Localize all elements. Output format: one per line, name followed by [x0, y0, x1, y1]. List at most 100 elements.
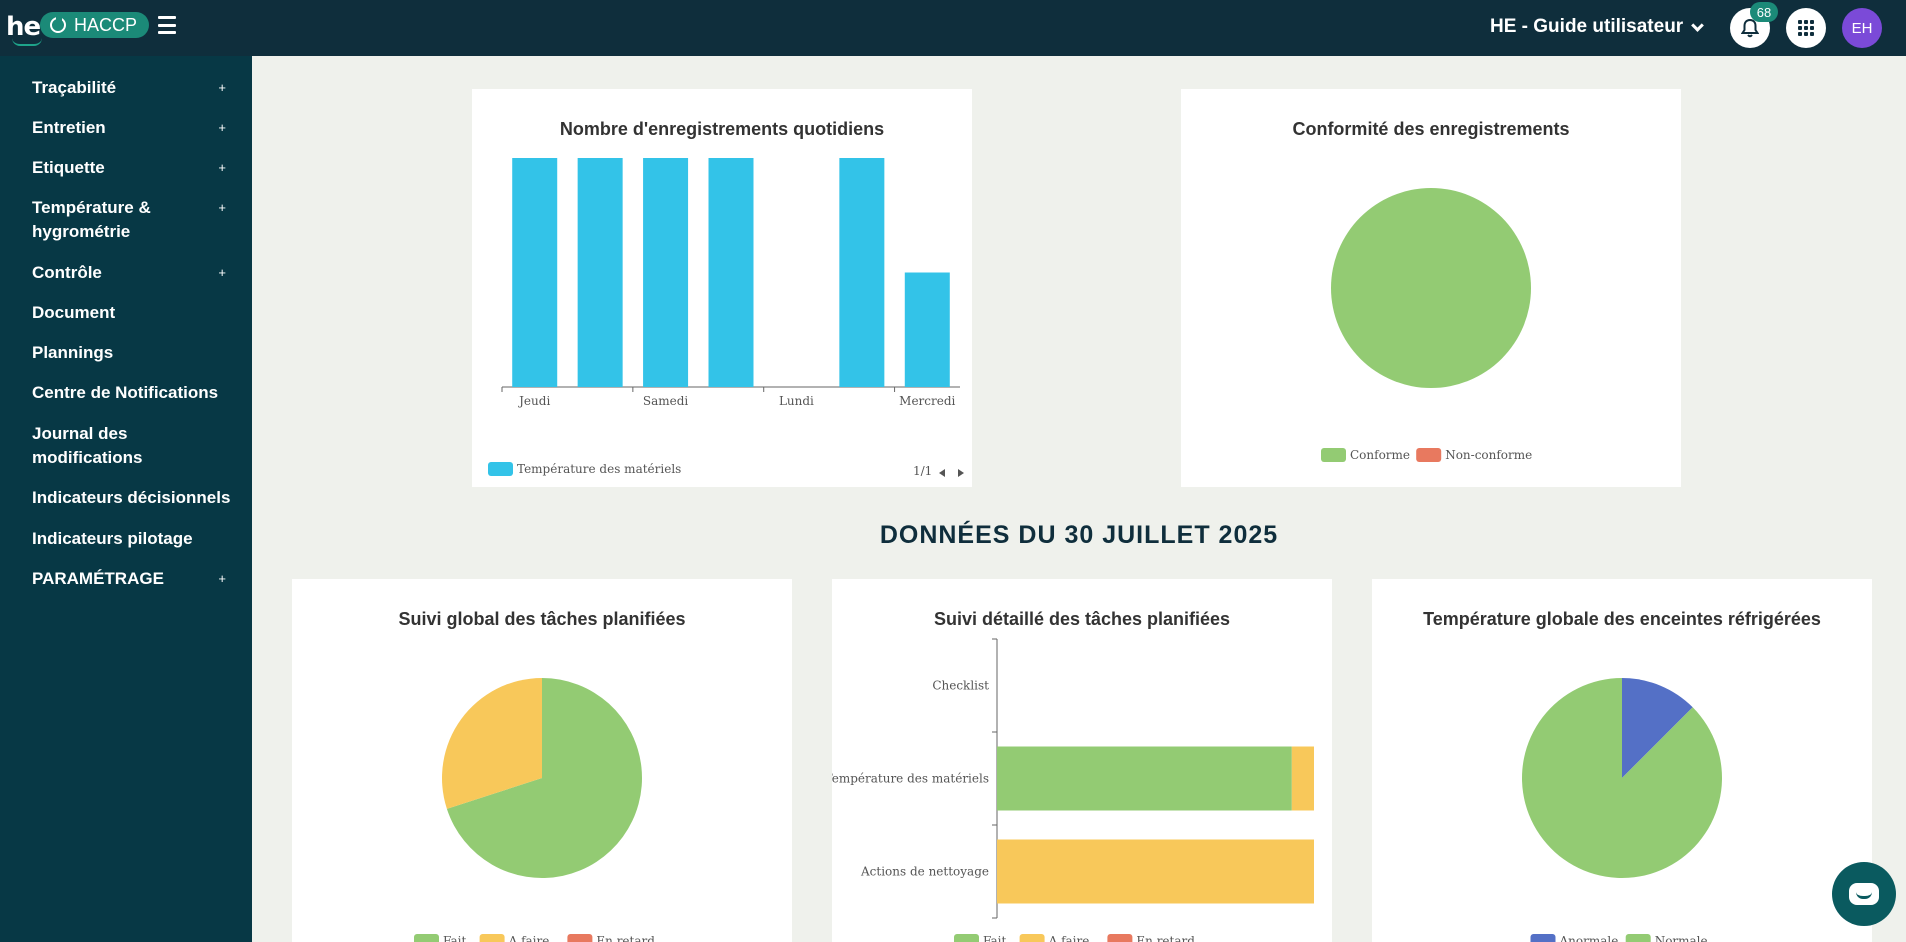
- legend-label: En retard: [1136, 934, 1195, 942]
- pager-prev-icon[interactable]: [939, 469, 945, 477]
- sidebar-item-label: Etiquette: [32, 158, 105, 177]
- expand-icon: +: [218, 80, 226, 95]
- legend-label: Normale: [1655, 934, 1708, 942]
- sidebar-item-label: Indicateurs décisionnels: [32, 488, 231, 507]
- chart-title: Suivi global des tâches planifiées: [398, 609, 686, 629]
- top-header: he HACCP HE - Guide utilisateur 68 EH: [0, 0, 1906, 56]
- recycle-icon: [50, 16, 66, 33]
- sidebar-item-controle[interactable]: Contrôle +: [32, 261, 232, 285]
- sidebar-item-temperature[interactable]: Température & hygrométrie +: [32, 196, 226, 244]
- y-tick-label: Température des matériels: [832, 772, 989, 786]
- module-label: HACCP: [74, 14, 138, 35]
- y-tick-label: Checklist: [932, 679, 989, 693]
- expand-icon: +: [218, 265, 226, 280]
- bar-dimanche: [708, 158, 754, 387]
- pie-slice-normale: [1522, 678, 1722, 878]
- legend-swatch: [1416, 448, 1442, 462]
- site-title: HE - Guide utilisateur: [1490, 16, 1684, 37]
- sidebar-item-etiquette[interactable]: Etiquette +: [32, 156, 232, 180]
- pie-slice-a-faire: [442, 678, 542, 809]
- logo-text: he: [6, 12, 41, 42]
- y-tick-label: Actions de nettoyage: [860, 865, 989, 879]
- sidebar-item-parametrage[interactable]: PARAMÉTRAGE +: [32, 567, 232, 591]
- sidebar-item-notifications[interactable]: Centre de Notifications: [32, 381, 232, 405]
- detailed-tasks-bar-chart: Checklist Température des matériels Action…: [832, 638, 1314, 942]
- legend-swatch: [1530, 934, 1556, 942]
- legend-swatch: [1019, 934, 1045, 942]
- pie-slice-conforme: [1331, 188, 1531, 388]
- bar-mercredi: [904, 272, 950, 387]
- daily-records-card: Nombre d'enregistrements quotidiens Jeud…: [472, 89, 972, 487]
- bar-jeudi: [512, 158, 558, 387]
- legend-label: Température des matériels: [517, 462, 681, 476]
- he-logo[interactable]: he: [6, 12, 42, 46]
- legend-swatch: [1321, 448, 1346, 462]
- x-tick-label: Lundi: [779, 394, 814, 408]
- bar-mardi: [839, 158, 885, 387]
- module-selector[interactable]: HACCP: [40, 12, 149, 38]
- x-tick-label: Mercredi: [899, 394, 955, 408]
- sidebar-item-label: Centre de Notifications: [32, 383, 219, 402]
- legend-label: En retard: [596, 934, 655, 942]
- chevron-down-icon: [1691, 18, 1705, 32]
- site-selector[interactable]: HE - Guide utilisateur: [1490, 16, 1705, 38]
- bar-segment-a-faire: [1291, 746, 1314, 811]
- chart-title: Suivi détaillé des tâches planifiées: [933, 609, 1231, 629]
- menu-toggle-icon[interactable]: [158, 16, 176, 34]
- legend-label: A faire: [1048, 934, 1090, 942]
- legend-swatch: [1107, 934, 1133, 942]
- legend-label: Fait: [983, 934, 1007, 942]
- legend-swatch: [567, 934, 593, 942]
- sidebar-item-label: Plannings: [32, 343, 114, 362]
- conformity-pie-chart: Conforme Non-conforme: [1321, 188, 1532, 462]
- sidebar-item-indicateurs-decisionnels[interactable]: Indicateurs décisionnels: [32, 486, 232, 510]
- sidebar-item-label: Indicateurs pilotage: [32, 529, 193, 548]
- detailed-tasks-card: Suivi détaillé des tâches planifiées Che…: [832, 579, 1332, 942]
- legend-label: A faire: [508, 934, 550, 942]
- user-avatar[interactable]: EH: [1842, 8, 1882, 48]
- logo-swoosh-icon: [12, 38, 42, 46]
- legend-label: Non-conforme: [1445, 448, 1532, 462]
- fridge-temperature-card: Température globale des enceintes réfrig…: [1372, 579, 1872, 942]
- conformity-card: Conformité des enregistrements Conforme N…: [1181, 89, 1681, 487]
- legend-label: Anormale: [1559, 934, 1619, 942]
- apps-button[interactable]: [1786, 8, 1826, 48]
- sidebar-item-label: Traçabilité: [32, 78, 117, 97]
- legend-label: Conforme: [1350, 448, 1410, 462]
- expand-icon: +: [218, 571, 226, 586]
- sidebar-item-plannings[interactable]: Plannings: [32, 341, 232, 365]
- sidebar-item-label: Entretien: [32, 118, 106, 137]
- daily-records-chart: Jeudi Samedi Lundi Mercredi Température des …: [488, 158, 964, 478]
- bar-samedi: [643, 158, 689, 387]
- sidebar-item-label: Journal des modifications: [32, 424, 143, 467]
- expand-icon: +: [218, 200, 226, 215]
- bar-segment-a-faire: [997, 839, 1314, 904]
- chart-title: Nombre d'enregistrements quotidiens: [559, 119, 885, 139]
- sidebar-item-document[interactable]: Document: [32, 301, 232, 325]
- bar-vendredi: [577, 158, 623, 387]
- grid-icon: [1798, 20, 1814, 36]
- pager-text: 1/1: [913, 464, 932, 478]
- chat-button[interactable]: [1832, 862, 1896, 926]
- sidebar: Traçabilité + Entretien + Etiquette + Tempé…: [0, 56, 252, 942]
- expand-icon: +: [218, 120, 226, 135]
- sidebar-item-journal[interactable]: Journal des modifications: [32, 422, 172, 470]
- legend-swatch: [954, 934, 979, 942]
- pager-next-icon[interactable]: [958, 469, 964, 477]
- sidebar-item-label: Document: [32, 303, 116, 322]
- legend-swatch: [488, 462, 513, 476]
- notification-count-badge: 68: [1750, 2, 1778, 22]
- expand-icon: +: [218, 160, 226, 175]
- sidebar-item-tracabilite[interactable]: Traçabilité +: [32, 76, 232, 100]
- pie-slice-fait: [446, 678, 642, 878]
- global-tasks-card: Suivi global des tâches planifiées Fait A…: [292, 579, 792, 942]
- sidebar-item-entretien[interactable]: Entretien +: [32, 116, 232, 140]
- bell-icon: [1741, 18, 1759, 38]
- sidebar-item-label: Température & hygrométrie: [32, 198, 151, 241]
- legend-swatch: [414, 934, 439, 942]
- legend-swatch: [479, 934, 505, 942]
- section-heading: DONNÉES DU 30 JUILLET 2025: [879, 521, 1279, 549]
- global-tasks-pie-chart: Fait A faire En retard: [414, 678, 655, 942]
- fridge-temperature-pie-chart: Anormale Normale: [1522, 678, 1722, 942]
- sidebar-item-indicateurs-pilotage[interactable]: Indicateurs pilotage: [32, 527, 232, 551]
